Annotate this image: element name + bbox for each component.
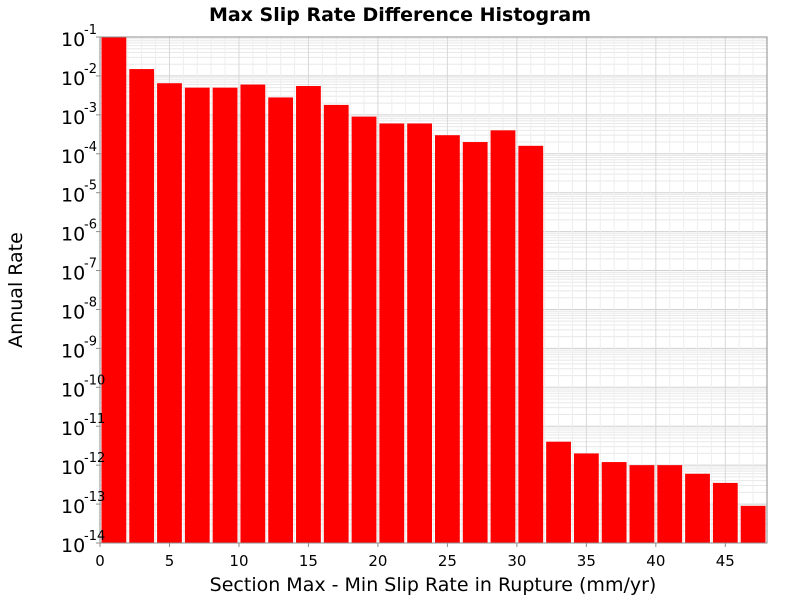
y-tick-exponent: -6 [84,218,97,233]
histogram-bar [740,505,766,543]
y-tick-exponent: -1 [84,23,97,38]
y-tick-exponent: -10 [84,373,105,388]
histogram-bar [629,465,655,543]
x-tick-label: 30 [507,552,526,570]
y-tick-label: 10 [61,224,85,246]
histogram-bar [101,37,127,543]
y-tick-exponent: -5 [84,179,97,194]
y-axis-ticks: 10-110-210-310-410-510-610-710-810-910-1… [61,23,105,557]
histogram-bar [601,462,627,543]
y-tick-label: 10 [61,107,85,129]
y-tick-label: 10 [61,340,85,362]
y-axis-label: Annual Rate [5,232,27,348]
x-tick-label: 25 [438,552,457,570]
x-tick-label: 15 [299,552,318,570]
y-tick-exponent: -9 [84,334,97,349]
x-tick-label: 10 [229,552,248,570]
histogram-bar [546,441,571,543]
y-tick-label: 10 [61,146,85,168]
histogram-bar [518,145,544,543]
y-tick-label: 10 [61,457,85,479]
histogram-bar [657,465,683,543]
plot-frame [99,36,768,544]
x-tick-label: 5 [165,552,175,570]
y-tick-exponent: -13 [84,490,105,505]
y-tick-label: 10 [61,68,85,90]
y-tick-exponent: -14 [84,529,105,544]
y-tick-label: 10 [61,29,85,51]
histogram-bar [323,104,349,544]
histogram-bar [435,135,460,544]
histogram-bar [407,123,432,543]
histogram-bar [379,123,405,543]
y-tick-label: 10 [61,301,85,323]
histogram-bar [212,87,238,544]
y-tick-exponent: -8 [84,295,97,310]
histogram-bar [184,87,210,544]
histogram-bar [268,97,294,543]
y-tick-label: 10 [61,535,85,557]
y-tick-exponent: -12 [84,451,105,466]
x-tick-label: 40 [646,552,665,570]
histogram-bar [240,84,266,544]
y-tick-label: 10 [61,418,85,440]
histogram-bar [157,83,182,543]
y-tick-exponent: -11 [84,412,105,427]
x-tick-label: 35 [577,552,596,570]
x-tick-label: 20 [368,552,387,570]
y-tick-exponent: -2 [84,62,97,77]
histogram-bar [129,69,155,543]
y-tick-exponent: -7 [84,257,97,272]
histogram-bar [462,142,488,543]
y-tick-label: 10 [61,263,85,285]
y-tick-label: 10 [61,496,85,518]
histogram-bar [351,116,377,544]
y-tick-label: 10 [61,185,85,207]
histogram-bar [712,482,738,543]
x-axis-label: Section Max - Min Slip Rate in Rupture (… [210,574,657,596]
x-axis-ticks: 0 5 10 15 20 25 30 35 40 45 [95,543,735,570]
histogram-bar [573,453,599,543]
y-tick-exponent: -3 [84,101,97,116]
x-tick-label: 45 [716,552,735,570]
y-tick-exponent: -4 [84,140,97,155]
histogram-bar [490,130,516,543]
x-tick-label: 0 [95,552,105,570]
bars [101,37,766,544]
chart-title: Max Slip Rate Difference Histogram [209,4,591,26]
histogram-bar [685,473,710,543]
y-tick-label: 10 [61,379,85,401]
histogram-bar [296,86,321,543]
